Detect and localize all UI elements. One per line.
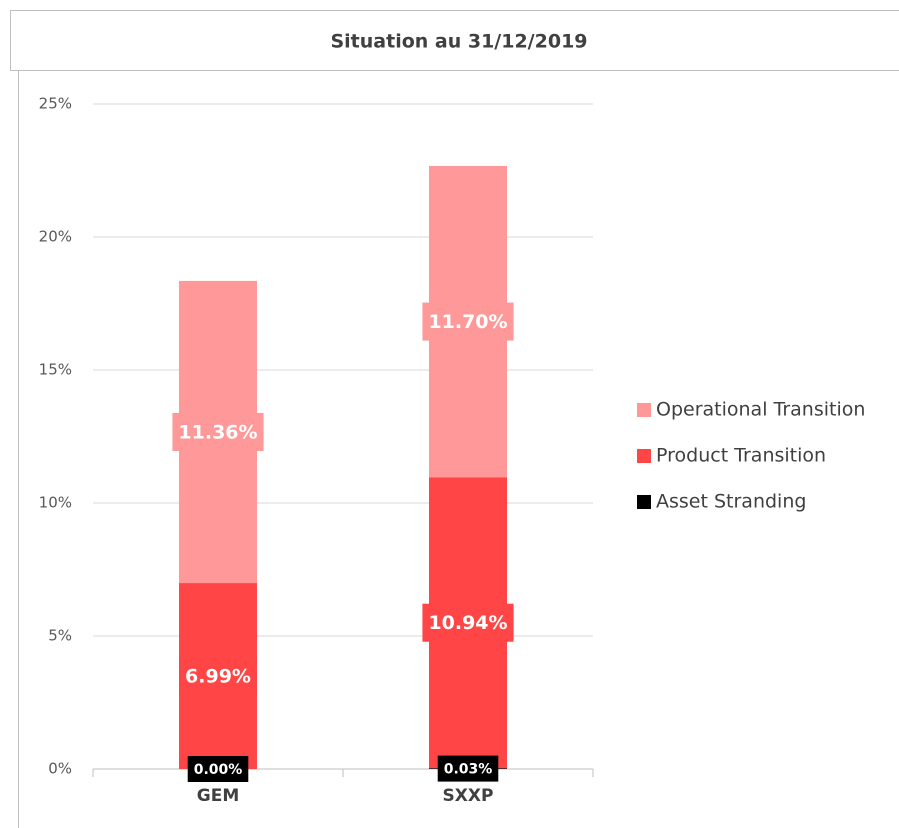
data-label: 10.94%: [422, 603, 514, 642]
data-label: 0.03%: [437, 755, 499, 782]
data-label: 6.99%: [179, 657, 257, 696]
data-label-box: [172, 412, 264, 451]
data-label-text: 6.99%: [185, 666, 251, 688]
data-label-box: [437, 755, 499, 782]
title-box: [10, 10, 899, 71]
data-label-box: [187, 756, 249, 782]
data-label: 11.36%: [172, 412, 264, 451]
data-label-box: [422, 603, 514, 642]
x-tick-label: SXXP: [443, 786, 494, 806]
data-label: 0.00%: [187, 756, 249, 782]
legend-label: Asset Stranding: [656, 491, 806, 513]
legend-swatch: [637, 449, 651, 463]
y-tick-label: 0%: [48, 760, 72, 778]
legend-swatch: [637, 403, 651, 417]
y-tick-label: 20%: [39, 228, 72, 246]
legend-swatch: [637, 495, 651, 509]
legend-label: Product Transition: [656, 445, 826, 467]
legend-label: Operational Transition: [656, 399, 865, 421]
data-label-text: 0.00%: [194, 762, 243, 778]
y-tick-label: 25%: [39, 95, 72, 113]
y-tick-label: 5%: [48, 627, 72, 645]
data-label-text: 0.03%: [444, 762, 493, 778]
data-label: 11.70%: [422, 302, 514, 341]
data-label-text: 10.94%: [428, 612, 507, 634]
data-label-text: 11.36%: [178, 421, 257, 443]
data-label-box: [422, 302, 514, 341]
chart-title: Situation au 31/12/2019: [330, 31, 587, 53]
x-tick-label: GEM: [197, 786, 239, 806]
data-label-box: [179, 657, 257, 696]
y-tick-label: 10%: [39, 494, 72, 512]
data-label-text: 11.70%: [428, 311, 507, 333]
y-tick-label: 15%: [39, 361, 72, 379]
